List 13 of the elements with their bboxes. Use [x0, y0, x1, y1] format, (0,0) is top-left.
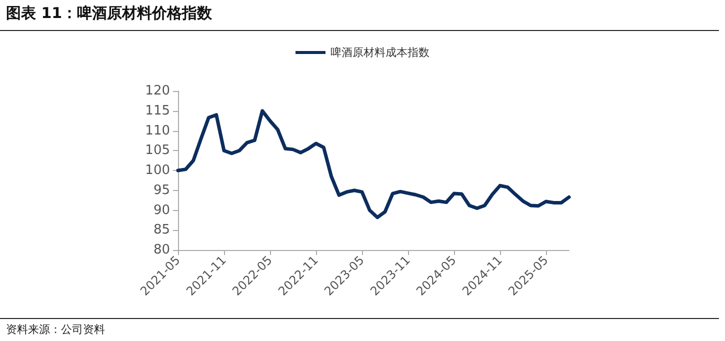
text: 资料来源：公司资料 — [6, 322, 105, 337]
y-tick-label: 115 — [145, 103, 170, 118]
y-tick-label: 85 — [153, 222, 170, 238]
legend-label: 啤酒原材料成本指数 — [330, 46, 430, 59]
y-tick-label: 105 — [145, 143, 170, 158]
y-tick-label: 95 — [153, 182, 170, 198]
y-tick-label: 100 — [145, 163, 170, 178]
chart-title: 图表 11：啤酒原材料价格指数 — [6, 4, 212, 23]
y-tick-label: 110 — [145, 123, 170, 138]
y-tick-label: 80 — [153, 242, 170, 258]
y-tick-label: 120 — [145, 84, 170, 98]
line-series — [176, 109, 571, 220]
y-tick-label: 90 — [153, 202, 170, 218]
